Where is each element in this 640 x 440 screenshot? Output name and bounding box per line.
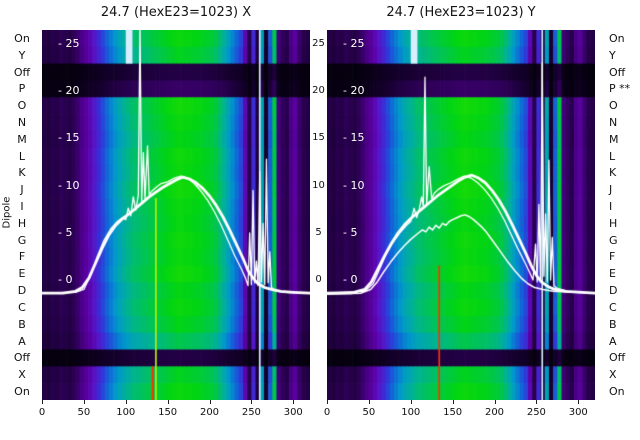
right-row-label: Off <box>609 65 626 79</box>
left-row-label: J <box>20 183 24 197</box>
right-row-label: I <box>609 200 613 214</box>
right-row-label: P ** <box>609 82 631 96</box>
left-row-label: H <box>17 216 27 230</box>
between-y-tick-label: 20 <box>312 85 325 97</box>
left-row-label: O <box>17 99 27 113</box>
left-row-label: P <box>18 82 26 96</box>
x-tick-label: 150 <box>443 407 463 418</box>
right-row-label: L <box>609 149 616 163</box>
right-row-label: D <box>609 284 618 298</box>
between-y-tick-label: 0 <box>315 274 322 285</box>
right-row-label: K <box>609 166 617 180</box>
left-row-label: E <box>18 267 26 281</box>
between-y-tick-label: 5 <box>315 226 322 238</box>
right-row-label: M <box>609 132 619 146</box>
left-row-label: On <box>14 31 30 45</box>
right-row-label: A <box>609 334 617 348</box>
right-row-label: E <box>609 267 616 281</box>
right-row-label: C <box>609 300 617 314</box>
x-tick-label: 0 <box>38 407 46 418</box>
left-row-label: On <box>14 384 30 398</box>
right-row-label: B <box>609 317 617 331</box>
x-tick-mark <box>83 400 85 404</box>
x-tick-label: 250 <box>241 407 261 418</box>
left-axis-labels: On Y Off P O N M L K J I H G F E D C B A Off X On <box>8 30 36 400</box>
x-tick-mark <box>125 400 127 404</box>
left-row-label: F <box>18 250 26 264</box>
x-tick-label: 100 <box>116 407 136 418</box>
left-row-label: I <box>20 200 24 214</box>
left-row-label: Off <box>13 65 31 79</box>
heatmap-canvas-x <box>42 30 310 400</box>
left-row-label: A <box>18 334 26 348</box>
left-row-label: K <box>18 166 26 180</box>
left-row-label: G <box>17 233 27 247</box>
left-row-label: Y <box>18 48 26 62</box>
right-row-label: On <box>609 384 625 398</box>
right-row-label: J <box>609 183 613 197</box>
x-tick-label: 150 <box>158 407 178 418</box>
left-row-label: L <box>18 149 26 163</box>
left-row-label: B <box>18 317 26 331</box>
x-tick-label: 0 <box>323 407 331 418</box>
x-tick-mark <box>578 400 580 404</box>
x-tick-mark <box>452 400 454 404</box>
x-tick-mark <box>410 400 412 404</box>
heatmap-plot-y: - 25- 20- 15- 10- 5- 0 <box>327 30 595 400</box>
left-row-label: C <box>18 300 26 314</box>
right-row-label: G <box>609 233 618 247</box>
between-y-tick-label: 25 <box>312 38 325 49</box>
heatmap-canvas-y <box>327 30 595 400</box>
right-row-label: N <box>609 115 618 129</box>
x-tick-mark <box>293 400 295 404</box>
x-tick-label: 50 <box>77 407 91 418</box>
x-tick-mark <box>536 400 538 404</box>
right-axis-labels: On Y Off P ** O N M L K J I H G F E D C B A Off X On <box>608 30 640 400</box>
left-row-label: Off <box>13 351 31 365</box>
plot-title-y: 24.7 (HexE23=1023) Y <box>386 5 536 20</box>
left-row-label: D <box>17 284 27 298</box>
right-row-label: On <box>609 31 625 45</box>
between-y-tick-label: 15 <box>312 132 325 144</box>
x-tick-mark <box>327 400 328 404</box>
x-tick-label: 300 <box>568 407 588 418</box>
right-row-label: Off <box>609 351 626 365</box>
x-tick-mark <box>494 400 496 404</box>
x-tick-mark <box>209 400 211 404</box>
left-row-label: M <box>17 132 27 146</box>
x-tick-label: 50 <box>362 407 376 418</box>
x-tick-label: 200 <box>484 407 505 418</box>
right-row-label: H <box>609 216 618 230</box>
x-tick-label: 100 <box>401 407 421 418</box>
plot-title-x: 24.7 (HexE23=1023) X <box>100 5 252 20</box>
x-tick-mark <box>368 400 370 404</box>
heatmap-plot-x: - 25- 20- 15- 10- 5- 0 <box>42 30 310 400</box>
right-row-label: Y <box>609 48 616 62</box>
x-tick-mark <box>251 400 253 404</box>
x-tick-label: 200 <box>199 407 220 418</box>
x-tick-mark <box>42 400 43 404</box>
left-row-label: X <box>18 368 26 382</box>
right-row-label: O <box>609 99 618 113</box>
left-row-label: N <box>17 115 27 129</box>
x-tick-mark <box>167 400 169 404</box>
x-tick-label: 300 <box>283 407 303 418</box>
x-tick-label: 250 <box>526 407 546 418</box>
right-row-label: X <box>609 368 617 382</box>
between-y-tick-label: 10 <box>312 179 325 191</box>
right-row-label: F <box>609 250 616 264</box>
